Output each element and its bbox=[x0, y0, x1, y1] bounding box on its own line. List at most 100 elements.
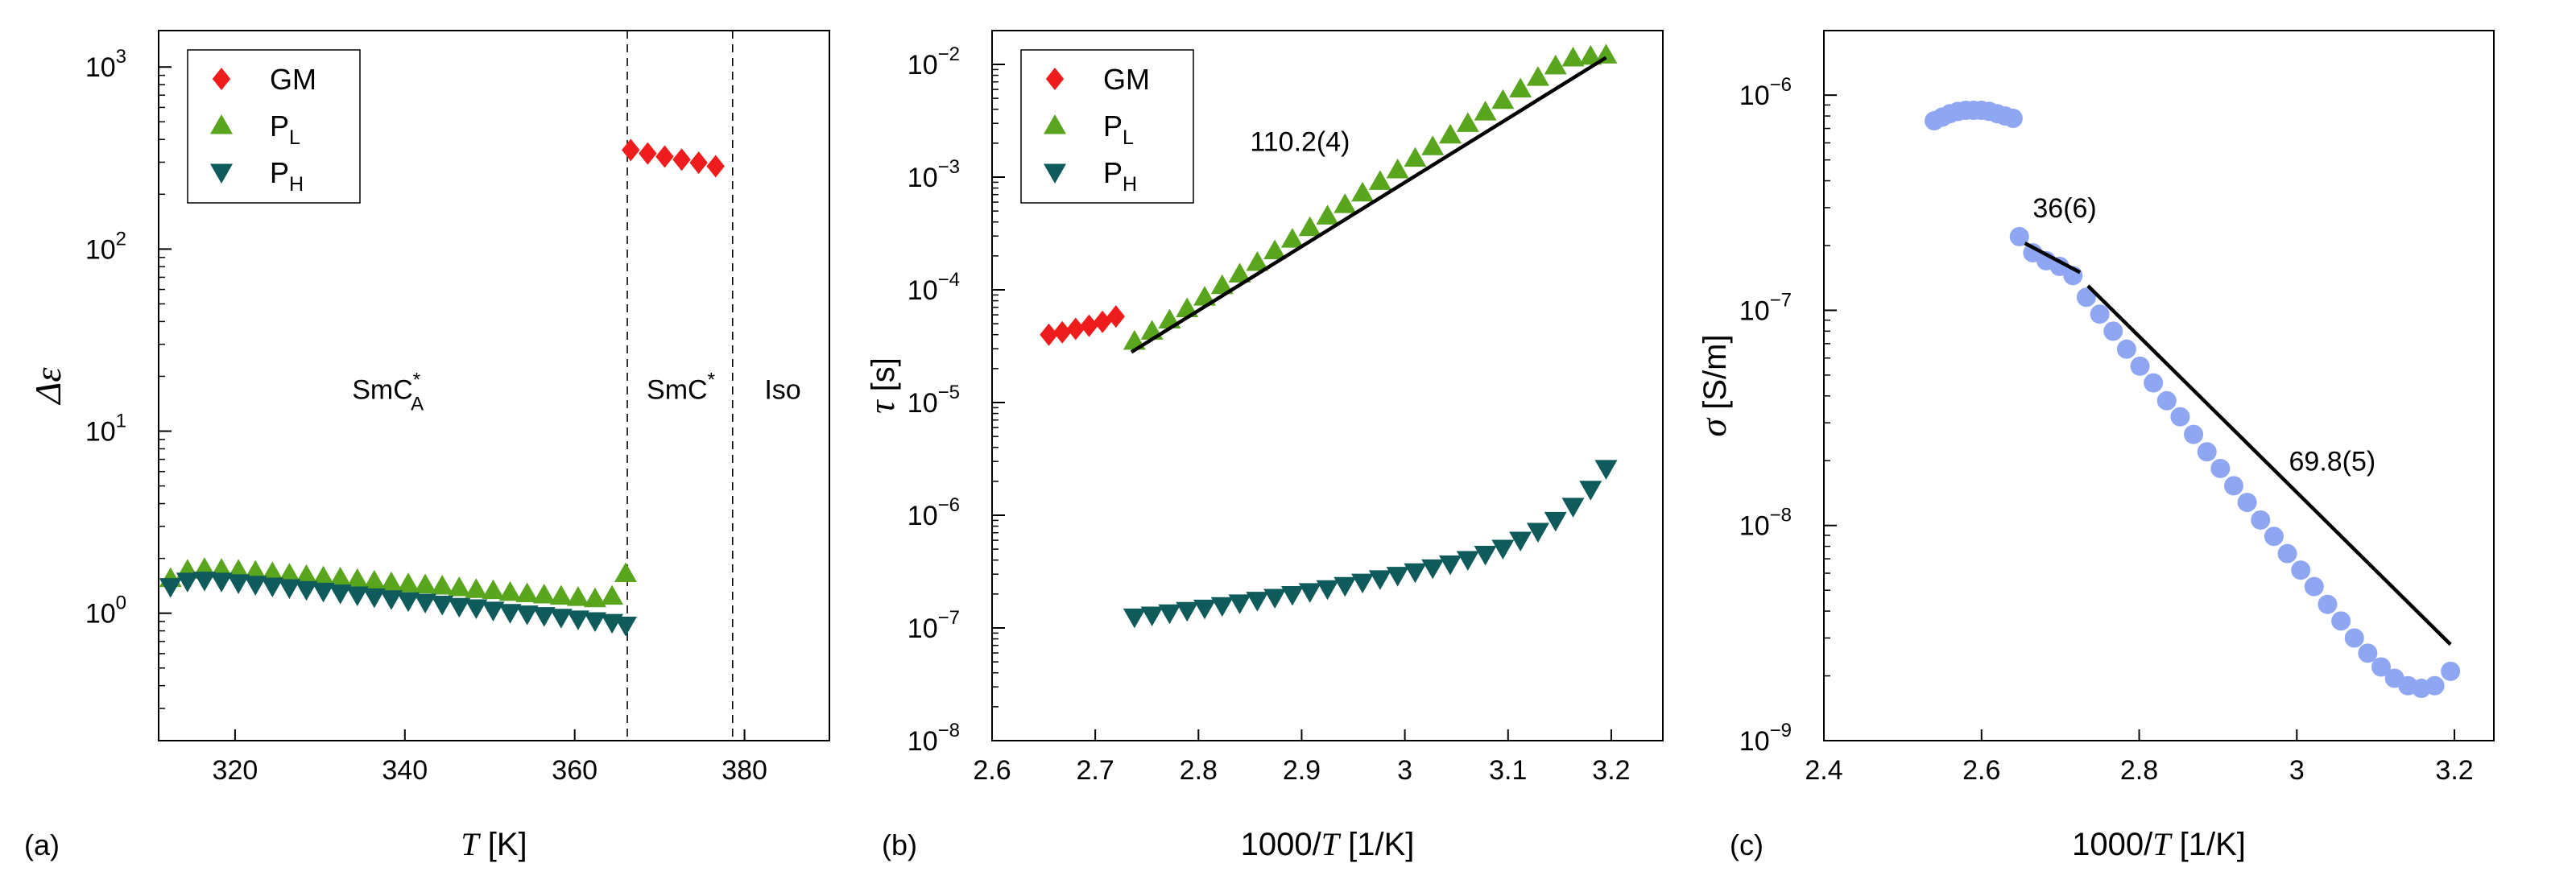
y-tick-base: 10 bbox=[85, 599, 116, 630]
y-tick-base: 10 bbox=[908, 275, 938, 306]
data-point bbox=[689, 151, 708, 175]
y-tick-exponent: −6 bbox=[1770, 74, 1792, 96]
data-point bbox=[2009, 226, 2029, 246]
y-tick-base: 10 bbox=[1739, 295, 1770, 326]
data-point bbox=[1456, 112, 1479, 132]
data-point bbox=[2003, 109, 2023, 129]
data-point bbox=[1193, 286, 1216, 306]
data-point bbox=[1210, 597, 1234, 617]
y-axis-label-variable: Δε bbox=[27, 367, 68, 406]
x-axis-label: T [K] bbox=[461, 826, 527, 862]
data-point bbox=[312, 582, 335, 603]
data-point bbox=[312, 565, 335, 586]
data-point bbox=[1404, 147, 1427, 167]
data-point bbox=[583, 612, 606, 632]
y-tick-base: 10 bbox=[908, 50, 938, 81]
legend-label-sub: H bbox=[289, 173, 304, 196]
data-point bbox=[1351, 573, 1375, 594]
panel-2: 2.6 2.7 2.8 2.9 3 3.1 3.210−810−710−610−510−41… bbox=[861, 30, 1664, 862]
y-tick-base: 10 bbox=[908, 501, 938, 531]
data-point bbox=[1544, 511, 1567, 532]
data-point bbox=[1561, 47, 1585, 67]
data-point bbox=[1456, 551, 1479, 571]
x-axis-label-variable: T bbox=[1321, 826, 1342, 862]
y-tick-exponent: −3 bbox=[938, 156, 960, 178]
data-point bbox=[655, 145, 674, 168]
fit-annotation: 110.2(4) bbox=[1250, 127, 1350, 158]
plot-frame bbox=[158, 30, 830, 741]
data-point bbox=[2170, 407, 2190, 427]
y-tick-base: 10 bbox=[85, 417, 116, 448]
x-tick-label: 3.1 bbox=[1489, 755, 1527, 786]
data-point bbox=[549, 584, 573, 605]
y-tick-label: 10−6 bbox=[908, 494, 960, 531]
legend-label-sub: H bbox=[1123, 173, 1137, 196]
y-tick-exponent: 0 bbox=[116, 593, 126, 614]
x-axis-label-unit: [1/K] bbox=[1339, 827, 1414, 862]
data-point bbox=[2371, 657, 2392, 677]
data-point bbox=[2425, 675, 2445, 696]
y-tick-label: 100 bbox=[85, 593, 126, 630]
y-axis-label: τ [s] bbox=[861, 357, 902, 414]
panel-label: (a) bbox=[24, 828, 60, 861]
legend-label-PL: PL bbox=[1103, 109, 1134, 149]
y-tick-base: 10 bbox=[1739, 511, 1770, 542]
data-point bbox=[1439, 555, 1462, 576]
plot-frame bbox=[1823, 30, 2495, 741]
data-point bbox=[1316, 580, 1339, 601]
plot-frame bbox=[991, 30, 1664, 741]
y-tick-exponent: 1 bbox=[116, 411, 126, 432]
data-point bbox=[1368, 570, 1391, 590]
data-point bbox=[532, 607, 556, 627]
x-tick-label: 2.8 bbox=[2120, 755, 2158, 786]
data-point bbox=[566, 586, 589, 606]
panel-label: (b) bbox=[882, 828, 917, 861]
data-point bbox=[227, 574, 250, 594]
panel-label: (c) bbox=[1730, 828, 1764, 861]
data-point bbox=[1544, 54, 1567, 75]
legend-label-text: GM bbox=[1103, 63, 1150, 96]
data-point bbox=[329, 567, 352, 587]
phase-label-sup: * bbox=[413, 369, 420, 390]
data-point bbox=[1526, 66, 1549, 86]
y-tick-label: 10−8 bbox=[908, 720, 960, 757]
fit-line bbox=[2024, 242, 2082, 275]
data-point bbox=[1106, 305, 1125, 328]
data-point bbox=[1228, 594, 1251, 614]
data-point bbox=[706, 155, 725, 178]
x-tick-label: 2.6 bbox=[1962, 755, 2000, 786]
data-point bbox=[1140, 606, 1164, 627]
data-point bbox=[1280, 228, 1304, 248]
phase-label-text: SmC bbox=[647, 374, 708, 405]
data-point bbox=[329, 584, 352, 605]
data-point bbox=[159, 578, 182, 598]
y-tick-exponent: −2 bbox=[938, 43, 960, 65]
x-tick-label: 2.6 bbox=[973, 755, 1011, 786]
series-GM bbox=[1040, 305, 1125, 346]
data-point bbox=[1526, 522, 1549, 543]
data-point bbox=[2076, 287, 2096, 308]
x-tick-label: 2.9 bbox=[1283, 755, 1321, 786]
y-axis-label-variable: σ bbox=[1693, 417, 1734, 437]
fit-line bbox=[2086, 284, 2452, 646]
data-point bbox=[397, 592, 420, 613]
data-point bbox=[1333, 193, 1357, 213]
data-point bbox=[295, 580, 318, 601]
data-point bbox=[2291, 560, 2311, 580]
y-tick-base: 10 bbox=[1739, 726, 1770, 757]
series-PL bbox=[1123, 43, 1618, 350]
data-point bbox=[465, 578, 488, 598]
data-point bbox=[414, 593, 437, 613]
data-point bbox=[1052, 320, 1072, 344]
data-point bbox=[639, 142, 657, 165]
x-axis-label-unit: [K] bbox=[479, 827, 527, 862]
x-axis-label-unit: [1/K] bbox=[2170, 827, 2245, 862]
data-point bbox=[448, 597, 471, 618]
data-point bbox=[2358, 643, 2378, 663]
y-tick-label: 103 bbox=[85, 46, 126, 83]
data-point bbox=[1439, 123, 1462, 144]
data-point bbox=[1246, 250, 1269, 271]
data-point bbox=[1386, 158, 1409, 179]
